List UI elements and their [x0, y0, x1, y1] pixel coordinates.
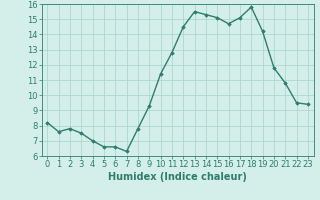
- X-axis label: Humidex (Indice chaleur): Humidex (Indice chaleur): [108, 172, 247, 182]
